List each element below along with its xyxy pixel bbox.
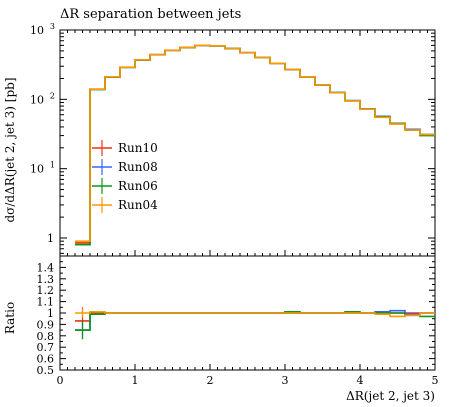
x-axis-label: ΔR(jet 2, jet 3) <box>346 389 435 403</box>
y-tick-label: 10 <box>30 93 44 106</box>
y-tick-exponent: 2 <box>50 91 55 100</box>
chart-title: ΔR separation between jets <box>60 7 241 22</box>
ratio-y-ticks: 0.50.60.70.80.911.11.21.31.4 <box>37 261 436 377</box>
ratio-tick-label: 0.7 <box>37 341 55 354</box>
ratio-tick-label: 1.4 <box>37 261 55 274</box>
ratio-tick-label: 1.1 <box>37 296 55 309</box>
legend-label-run08: Run08 <box>118 160 158 174</box>
x-tick-label: 2 <box>207 374 214 387</box>
ratio-axis-label: Ratio <box>3 302 17 334</box>
ratio-tick-label: 0.5 <box>37 364 55 377</box>
x-tick-label: 3 <box>282 374 289 387</box>
ratio-lines <box>75 307 435 339</box>
main-plot-frame <box>60 30 435 256</box>
x-tick-label: 4 <box>357 374 364 387</box>
legend-label-run10: Run10 <box>118 141 158 155</box>
ratio-tick-label: 1 <box>47 307 54 320</box>
legend-label-run04: Run04 <box>118 198 158 212</box>
legend-label-run06: Run06 <box>118 179 158 193</box>
main-panel: 1 10 1 10 2 10 3 Run10 Run08 Run06 Run04 <box>30 22 435 256</box>
x-tick-label: 0 <box>57 374 64 387</box>
legend: Run10 Run08 Run06 Run04 <box>92 140 158 213</box>
y-tick-label: 1 <box>47 232 54 245</box>
y-axis-label: dσ/dΔR(jet 2, jet 3) [pb] <box>3 77 17 222</box>
y-tick-label: 10 <box>30 163 44 176</box>
ratio-tick-label: 1.2 <box>37 284 55 297</box>
x-tick-label: 1 <box>132 374 139 387</box>
x-axis-ticks: 0 1 2 3 4 5 <box>57 30 439 387</box>
ratio-tick-label: 0.8 <box>37 330 55 343</box>
y-tick-label: 10 <box>30 24 44 37</box>
ratio-panel: 0.50.60.70.80.911.11.21.31.4 <box>37 256 436 377</box>
ratio-tick-label: 1.3 <box>37 273 55 286</box>
y-tick-exponent: 3 <box>50 22 55 31</box>
ratio-tick-label: 0.6 <box>37 353 55 366</box>
ratio-tick-label: 0.9 <box>37 318 55 331</box>
y-tick-exponent: 1 <box>50 161 55 170</box>
x-tick-label: 5 <box>432 374 439 387</box>
